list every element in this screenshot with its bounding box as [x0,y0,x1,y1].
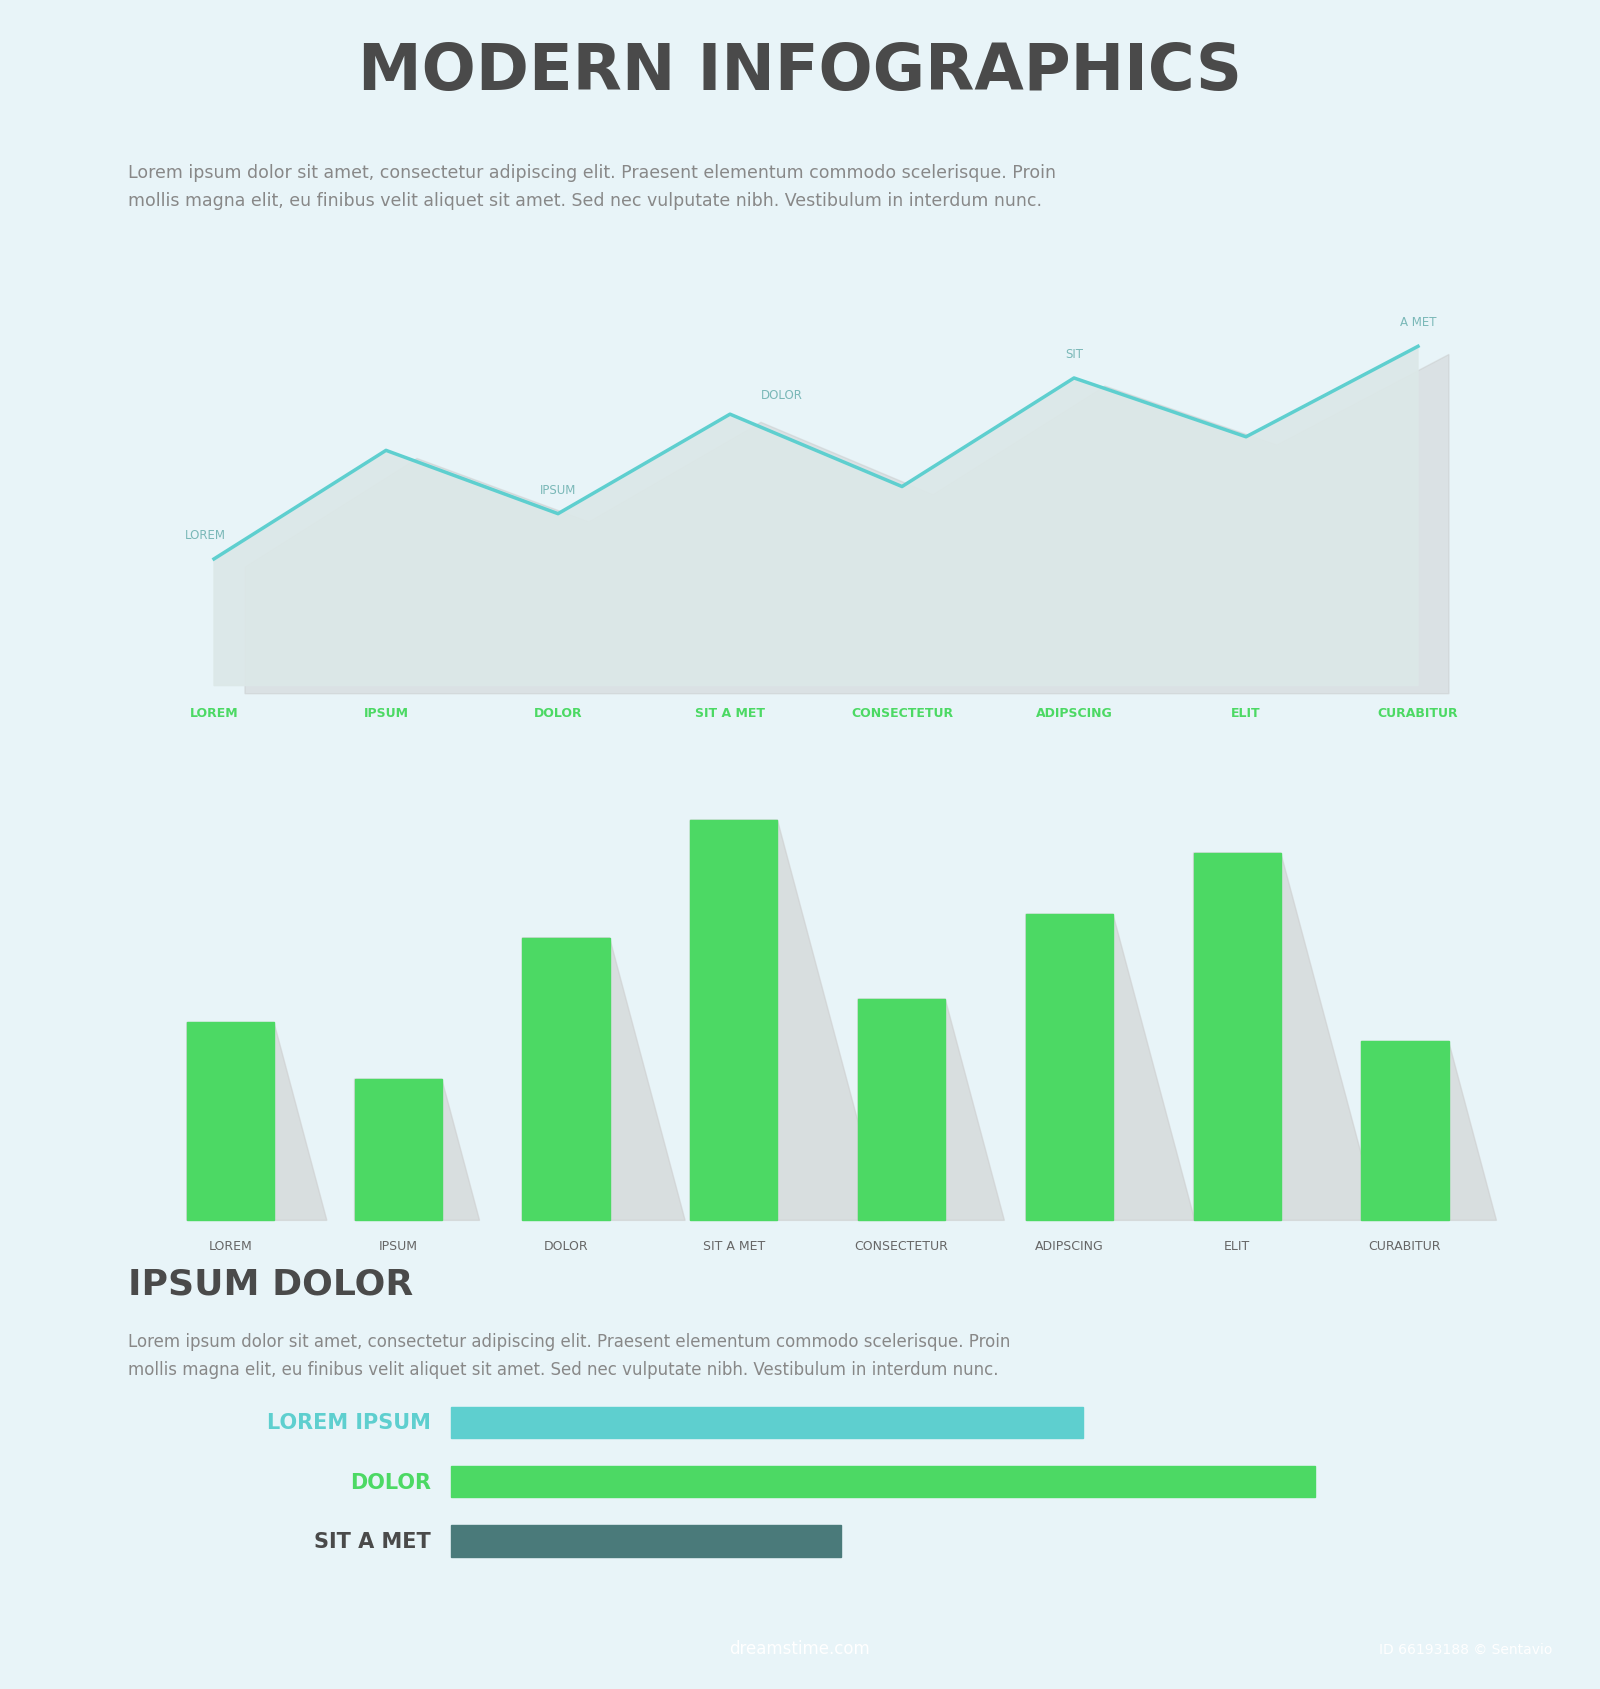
Text: SIT: SIT [1066,348,1083,361]
Polygon shape [214,348,1418,686]
Bar [522,937,610,1221]
Text: IPSUM: IPSUM [379,1240,418,1253]
Text: DOLOR: DOLOR [350,1471,430,1491]
Text: MODERN INFOGRAPHICS: MODERN INFOGRAPHICS [358,41,1242,103]
FancyBboxPatch shape [451,1466,1315,1496]
Polygon shape [1362,1042,1496,1221]
Polygon shape [1194,853,1379,1221]
Text: SIT A MET: SIT A MET [314,1530,430,1551]
Text: ADIPSCING: ADIPSCING [1035,706,1112,720]
Text: ID 66193188 © Sentavio: ID 66193188 © Sentavio [1379,1642,1552,1655]
Bar [1194,853,1282,1221]
Text: Lorem ipsum dolor sit amet, consectetur adipiscing elit. Praesent elementum comm: Lorem ipsum dolor sit amet, consectetur … [128,1333,1010,1378]
Bar [690,821,778,1221]
Text: CONSECTETUR: CONSECTETUR [854,1240,949,1253]
Text: ELIT: ELIT [1224,1240,1250,1253]
Text: CURABITUR: CURABITUR [1368,1240,1442,1253]
Text: CURABITUR: CURABITUR [1378,706,1458,720]
Bar [187,1024,274,1221]
Polygon shape [1026,915,1195,1221]
Text: LOREM: LOREM [190,706,238,720]
FancyBboxPatch shape [451,1407,1083,1437]
Text: DOLOR: DOLOR [534,706,582,720]
Text: IPSUM DOLOR: IPSUM DOLOR [128,1267,413,1301]
Polygon shape [858,1000,1005,1221]
Text: A MET: A MET [1400,316,1437,329]
Text: Lorem ipsum dolor sit amet, consectetur adipiscing elit. Praesent elementum comm: Lorem ipsum dolor sit amet, consectetur … [128,164,1056,209]
Bar [858,1000,946,1221]
Text: LOREM: LOREM [186,529,226,542]
Bar [1362,1042,1448,1221]
Polygon shape [245,355,1450,694]
Text: IPSUM: IPSUM [539,483,576,497]
Polygon shape [187,1024,326,1221]
Text: IPSUM: IPSUM [363,706,408,720]
Text: LOREM IPSUM: LOREM IPSUM [267,1412,430,1432]
Polygon shape [355,1079,480,1221]
Text: LOREM: LOREM [208,1240,253,1253]
Text: CONSECTETUR: CONSECTETUR [851,706,954,720]
Text: SIT A MET: SIT A MET [702,1240,765,1253]
Text: ADIPSCING: ADIPSCING [1035,1240,1104,1253]
Text: SIT A MET: SIT A MET [694,706,765,720]
Text: DOLOR: DOLOR [544,1240,589,1253]
Bar [1026,915,1114,1221]
Polygon shape [522,937,685,1221]
Text: dreamstime.com: dreamstime.com [730,1640,870,1657]
Bar [355,1079,442,1221]
Text: ELIT: ELIT [1230,706,1261,720]
FancyBboxPatch shape [451,1525,842,1557]
Polygon shape [690,821,885,1221]
Text: DOLOR: DOLOR [760,388,803,402]
